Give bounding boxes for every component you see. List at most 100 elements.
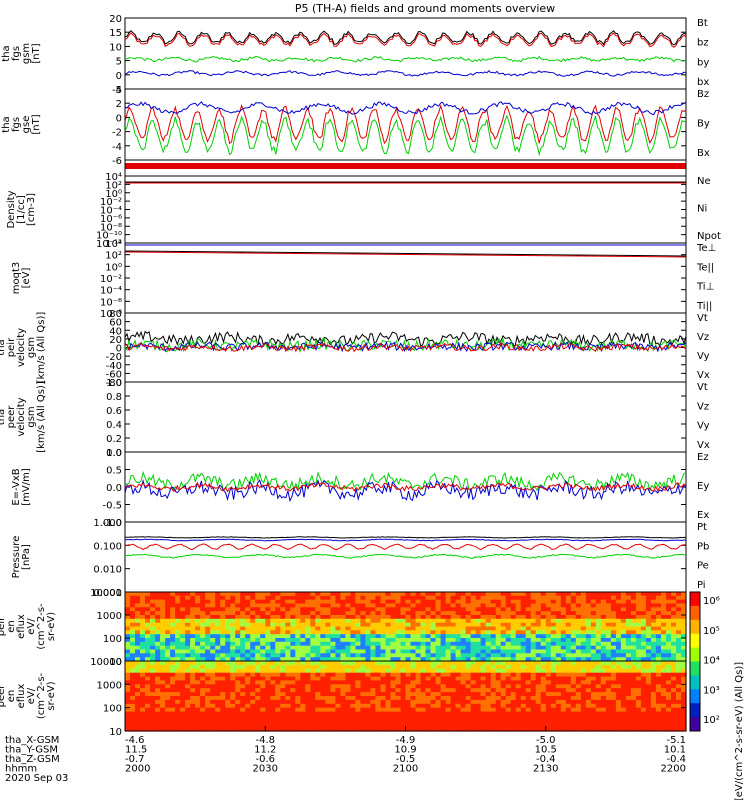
spectrogram-cell bbox=[485, 626, 492, 631]
spectrogram-cell bbox=[370, 707, 376, 713]
spectrogram-cell bbox=[280, 664, 286, 670]
y-tick-label: 10² bbox=[105, 251, 122, 262]
spectrogram-cell bbox=[135, 684, 141, 689]
spectrogram-cell bbox=[335, 696, 341, 701]
spectrogram-cell bbox=[510, 723, 517, 728]
spectrogram-cell bbox=[240, 657, 246, 662]
spectrogram-cell bbox=[280, 680, 286, 685]
spectrogram-cell bbox=[405, 603, 412, 608]
spectrogram-cell bbox=[290, 611, 296, 616]
spectrogram-cell bbox=[225, 723, 231, 728]
spectrogram-cell bbox=[215, 715, 221, 720]
spectrogram-cell bbox=[505, 696, 512, 701]
spectrogram-cell bbox=[585, 664, 592, 670]
spectrogram-cell bbox=[645, 611, 652, 616]
spectrogram-cell bbox=[605, 634, 612, 639]
spectrogram-cell bbox=[230, 599, 236, 605]
spectrogram-cell bbox=[490, 615, 497, 620]
spectrogram-cell bbox=[495, 692, 502, 697]
y-tick-label: 10⁻² bbox=[100, 197, 122, 208]
spectrogram-cell bbox=[265, 664, 271, 670]
spectrogram-cell bbox=[370, 603, 376, 608]
spectrogram-cell bbox=[540, 688, 547, 693]
spectrogram-cell bbox=[300, 638, 306, 643]
spectrogram-cell bbox=[260, 645, 266, 651]
spectrogram-cell bbox=[550, 645, 557, 651]
spectrogram-cell bbox=[600, 618, 607, 624]
spectrogram-cell bbox=[200, 615, 206, 620]
colorbar-tick-label: 10⁶ bbox=[703, 596, 720, 607]
spectrogram-cell bbox=[570, 715, 577, 720]
spectrogram-cell bbox=[290, 603, 296, 608]
spectrogram-cell bbox=[200, 715, 206, 720]
spectrogram-cell bbox=[310, 630, 316, 635]
spectrogram-cell bbox=[530, 603, 537, 608]
spectrogram-cell bbox=[295, 661, 301, 666]
spectrogram-cell bbox=[495, 684, 502, 689]
spectrogram-cell bbox=[445, 618, 452, 624]
spectrogram-cell bbox=[410, 711, 417, 717]
spectrogram-cell bbox=[505, 672, 512, 678]
spectrogram-cell bbox=[635, 661, 642, 666]
spectrogram-cell bbox=[240, 672, 246, 678]
spectrogram-cell bbox=[495, 649, 502, 654]
spectrogram-cell bbox=[485, 692, 492, 697]
spectrogram-cell bbox=[420, 680, 427, 685]
spectrogram-cell bbox=[555, 634, 562, 639]
spectrogram-cell bbox=[250, 707, 256, 713]
spectrogram-cell bbox=[290, 696, 296, 701]
spectrogram-cell bbox=[290, 618, 296, 624]
spectrogram-cell bbox=[676, 595, 682, 601]
spectrogram-cell bbox=[600, 664, 607, 670]
legend-Vy: Vy bbox=[697, 421, 710, 432]
spectrogram-cell bbox=[375, 653, 381, 658]
y-tick-label: 10⁰ bbox=[105, 189, 122, 200]
spectrogram-cell bbox=[155, 607, 161, 612]
spectrogram-cell bbox=[215, 723, 221, 728]
spectrogram-cell bbox=[655, 711, 662, 717]
spectrogram-cell bbox=[255, 634, 261, 639]
spectrogram-cell bbox=[285, 618, 291, 624]
spectrogram-cell bbox=[305, 626, 311, 631]
spectrogram-cell bbox=[330, 599, 336, 605]
spectrogram-cell bbox=[470, 611, 477, 616]
spectrogram-cell bbox=[610, 603, 617, 608]
spectrogram-cell bbox=[165, 649, 171, 654]
spectrogram-cell bbox=[405, 645, 412, 651]
legend-Ne: Ne bbox=[697, 176, 711, 187]
spectrogram-cell bbox=[666, 657, 672, 662]
spectrogram-cell bbox=[575, 638, 582, 643]
spectrogram-cell bbox=[135, 622, 141, 628]
spectrogram-cell bbox=[550, 664, 557, 670]
spectrogram-cell bbox=[585, 727, 592, 732]
spectrogram-cell bbox=[666, 668, 672, 674]
spectrogram-cell bbox=[671, 611, 677, 616]
spectrogram-cell bbox=[405, 615, 412, 620]
spectrogram-cell bbox=[640, 699, 647, 705]
spectrogram-cell bbox=[130, 715, 136, 720]
spectrogram-cell bbox=[195, 638, 201, 643]
spectrogram-cell bbox=[270, 715, 276, 720]
spectrogram-cell bbox=[240, 680, 246, 685]
spectrogram-cell bbox=[445, 688, 452, 693]
y-tick-label: 10000 bbox=[90, 657, 122, 668]
spectrogram-cell bbox=[215, 664, 221, 670]
spectrogram-cell bbox=[265, 696, 271, 701]
spectrogram-cell bbox=[295, 630, 301, 635]
spectrogram-cell bbox=[235, 599, 241, 605]
spectrogram-cell bbox=[135, 611, 141, 616]
legend-Ey: Ey bbox=[697, 481, 709, 492]
spectrogram-cell bbox=[450, 653, 457, 658]
spectrogram-cell bbox=[640, 603, 647, 608]
spectrogram-cell bbox=[245, 680, 251, 685]
spectrogram-cell bbox=[610, 649, 617, 654]
spectrogram-cell bbox=[365, 626, 371, 631]
spectrogram-cell bbox=[480, 615, 487, 620]
spectrogram-cell bbox=[180, 603, 186, 608]
spectrogram-cell bbox=[190, 595, 196, 601]
spectrogram-cell bbox=[390, 668, 397, 674]
spectrogram-cell bbox=[285, 668, 291, 674]
spectrogram-cell bbox=[385, 699, 392, 705]
spectrogram-cell bbox=[635, 723, 642, 728]
spectrogram-cell bbox=[125, 611, 131, 616]
